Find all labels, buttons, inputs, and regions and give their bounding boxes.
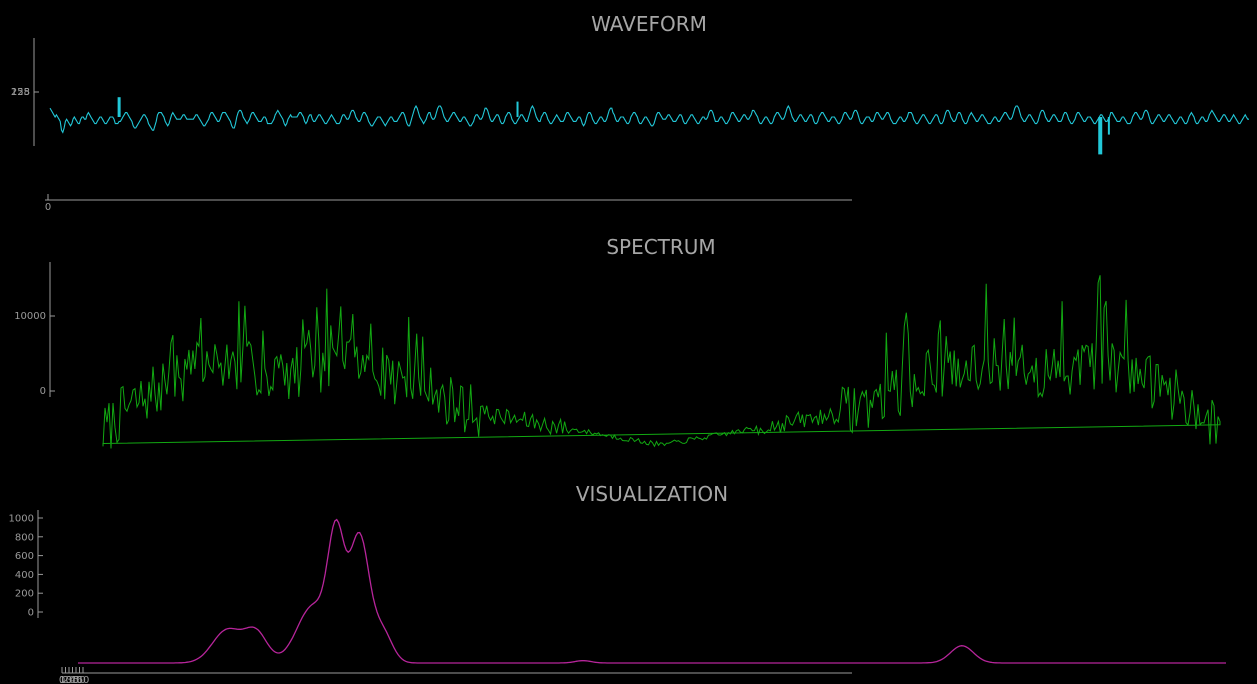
- waveform-series-group: [49, 97, 1249, 155]
- spectrum-line: [102, 275, 1221, 449]
- visualization-title: VISUALIZATION: [576, 482, 728, 506]
- visualization-line: [78, 518, 1226, 664]
- visualization-x-tick-label: 60: [77, 675, 90, 684]
- visualization-y-tick-label: 0: [28, 608, 34, 619]
- visualization-x-tick-label: 20: [63, 675, 76, 684]
- waveform-y-tick-label: 128: [11, 87, 30, 98]
- visualization-y-tick-label: 400: [15, 570, 34, 581]
- visualization-y-tick-label: 600: [15, 551, 34, 562]
- spectrum-y-tick-label: 0: [40, 386, 46, 397]
- visualization-x-tick-label: 50: [73, 675, 86, 684]
- waveform-line: [49, 104, 1249, 134]
- waveform-y-tick-label: 255: [11, 87, 30, 98]
- visualization-x-tick-label: 0: [59, 675, 65, 684]
- spectrum-y-tick-label: 10000: [14, 311, 46, 322]
- visualization-x-tick-label: 10: [59, 675, 72, 684]
- waveform-x-tick-label: 0: [45, 202, 51, 213]
- waveform-title: WAVEFORM: [591, 12, 707, 36]
- visualization-series-group: [78, 518, 1226, 664]
- spectrum-series-group: [102, 275, 1221, 449]
- visualization-y-tick-label: 200: [15, 589, 34, 600]
- visualization-x-tick-label: 40: [70, 675, 83, 684]
- visualization-y-ticks: 0 200 400 600 800 1000: [9, 514, 43, 619]
- spectrum-title: SPECTRUM: [606, 235, 715, 259]
- visualization-y-tick-label: 1000: [9, 514, 34, 525]
- waveform-panel: WAVEFORM 128 255 0: [11, 12, 1249, 213]
- spectrum-panel: SPECTRUM 10000 0: [14, 235, 1221, 449]
- visualization-x-tick-label: 30: [66, 675, 79, 684]
- visualization-y-tick-label: 800: [15, 532, 34, 543]
